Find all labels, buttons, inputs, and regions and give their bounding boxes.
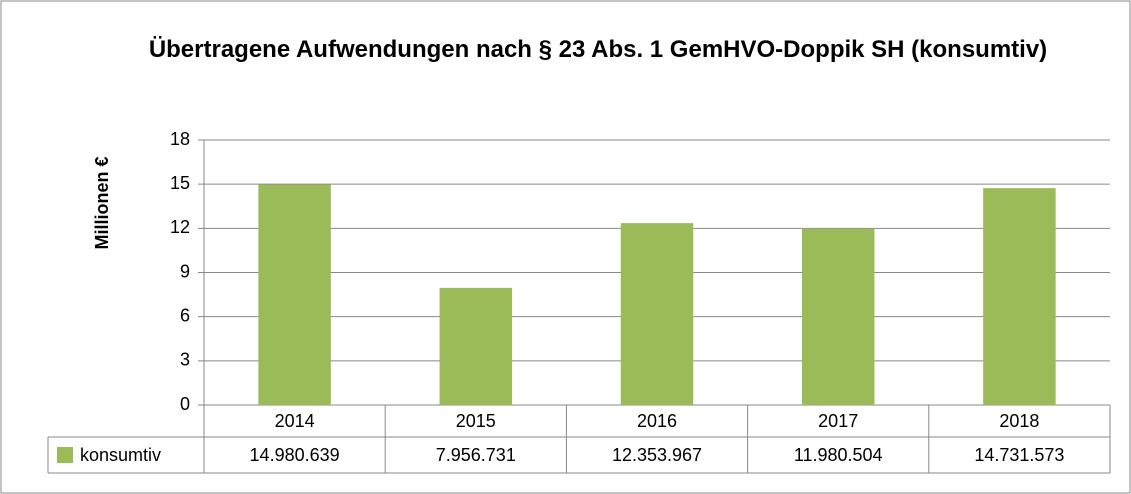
y-axis-label: Millionen €: [92, 156, 112, 249]
y-tick-label: 6: [180, 305, 190, 325]
table-value: 7.956.731: [436, 445, 516, 465]
bar: [258, 184, 331, 405]
y-tick-label: 12: [170, 217, 190, 237]
table-value: 14.731.573: [974, 445, 1064, 465]
y-tick-label: 3: [180, 350, 190, 370]
legend-label: konsumtiv: [80, 445, 161, 465]
x-tick-label: 2016: [637, 411, 677, 431]
bar: [983, 188, 1056, 405]
bar: [439, 287, 513, 405]
x-tick-label: 2017: [818, 411, 858, 431]
y-tick-label: 18: [170, 129, 190, 149]
table-value: 12.353.967: [612, 445, 702, 465]
y-tick-label: 15: [170, 173, 190, 193]
table-value: 11.980.504: [794, 445, 883, 465]
legend-swatch: [57, 447, 73, 463]
x-tick-label: 2014: [275, 411, 315, 431]
table-value: 14.980.639: [250, 445, 340, 465]
y-tick-label: 0: [180, 394, 190, 414]
y-tick-label: 9: [180, 261, 190, 281]
x-tick-label: 2018: [999, 411, 1039, 431]
chart-title: Übertragene Aufwendungen nach § 23 Abs. …: [148, 36, 1048, 63]
bar: [801, 228, 875, 405]
bar: [620, 223, 694, 405]
x-tick-label: 2015: [456, 411, 496, 431]
